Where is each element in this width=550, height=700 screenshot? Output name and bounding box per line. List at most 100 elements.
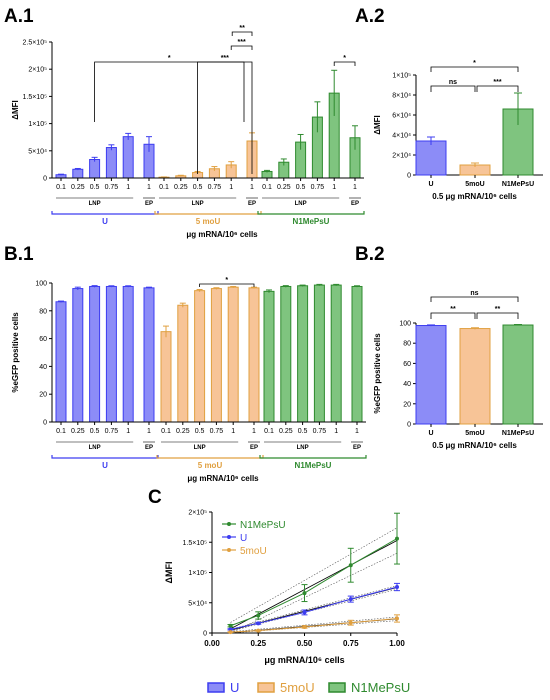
data-point (302, 591, 307, 596)
x-tick-label: 0.5 (195, 428, 205, 435)
c-xlabel: μg mRNA/10⁶ cells (264, 655, 344, 665)
group-label: U (102, 461, 108, 470)
x-tick-label: 0.25 (250, 639, 266, 648)
panel-label-b1: B.1 (4, 244, 34, 265)
sig-bracket-label: * (225, 277, 228, 284)
data-point (395, 536, 399, 541)
x-tick-label: 1 (250, 184, 254, 191)
legend-label: N1MePsU (351, 680, 410, 695)
x-tick-label: 0.1 (159, 184, 169, 191)
x-tick-label: 0.1 (56, 428, 66, 435)
x-tick-label: 0.1 (56, 184, 66, 191)
x-tick-label: N1MePsU (502, 181, 534, 188)
x-tick-label: 1 (355, 428, 359, 435)
chart-c: 0 5×10⁴ 1×10⁵ 1.5×10⁵ 2×10⁵ 0.00 0.25 0.50 0.75 1… (164, 510, 405, 666)
panel-label-a2: A.2 (355, 6, 385, 27)
legend-swatch (207, 682, 225, 693)
legend-swatch (328, 682, 346, 693)
bar (177, 304, 189, 423)
bar (502, 324, 534, 425)
sig-bracket-label: *** (238, 39, 246, 46)
sig-bracket (230, 45, 253, 50)
x-tick-label: 1 (334, 428, 338, 435)
lnp-label: LNP (295, 201, 307, 207)
chart-a1-ytick-label: 2.5×10⁵ (22, 40, 47, 47)
data-point (302, 624, 307, 629)
legend-marker (227, 535, 231, 539)
data-point (302, 610, 307, 615)
group-bracket (51, 211, 159, 215)
group-label: N1MePsU (295, 461, 332, 470)
chart-a2-ytick-label: 6×10⁴ (392, 113, 411, 120)
panel-label-c: C (148, 487, 162, 508)
chart-a1-ytick-label: 2×10⁵ (28, 67, 47, 74)
sig-bracket (476, 85, 519, 92)
x-tick-label: 0.00 (204, 639, 220, 648)
sig-bracket-label: ** (239, 25, 245, 32)
x-tick-label: 0.5 (90, 428, 100, 435)
lnp-label: LNP (89, 201, 101, 207)
x-tick-label: U (428, 430, 433, 437)
data-point (348, 563, 353, 568)
x-tick-label: 0.25 (176, 428, 190, 435)
sig-bracket (197, 61, 253, 174)
sig-bracket-label: *** (493, 79, 501, 86)
chart-b1-ylabel: %eGFP positive cells (11, 312, 20, 393)
sig-bracket (430, 85, 476, 92)
legend-label: U (230, 680, 239, 695)
chart-b2-ytick-label: 80 (403, 341, 411, 348)
data-point (256, 613, 261, 618)
lnp-label: LNP (192, 201, 204, 207)
bar (89, 159, 101, 179)
x-tick-label: 0.25 (71, 428, 85, 435)
group-bracket (259, 455, 367, 459)
sig-bracket-label: * (168, 55, 171, 62)
legend-label: U (240, 533, 247, 544)
x-tick-label: 0.50 (297, 639, 313, 648)
chart-a1-ylabel: ΔMFI (11, 100, 20, 120)
chart-a2: 0 2×10⁴ 4×10⁴ 6×10⁴ 8×10⁴ 1×10⁵ ΔMFI U 5moU N1MeP… (373, 60, 543, 201)
chart-b1-ytick-label: 40 (39, 364, 47, 371)
data-point (348, 597, 353, 602)
x-tick-label: 0.25 (279, 428, 293, 435)
sig-bracket (430, 296, 519, 302)
chart-a1: 0 5×10⁴ 1×10⁵ 1.5×10⁵ 2×10⁵ 2.5×10⁵ ΔMFI 0.1 0.2… (11, 25, 365, 239)
legend-label: 5moU (280, 680, 315, 695)
bar (415, 325, 447, 425)
bar (122, 285, 134, 423)
x-tick-label: 0.25 (277, 184, 291, 191)
bar (459, 328, 491, 425)
chart-b2-ytick-label: 60 (403, 361, 411, 368)
sig-bracket (476, 312, 519, 319)
panel-label-a1: A.1 (4, 6, 34, 27)
x-tick-label: 0.1 (161, 428, 171, 435)
data-point (348, 620, 353, 625)
group-bracket (51, 455, 159, 459)
group-label: N1MePsU (293, 217, 330, 226)
bar (89, 285, 101, 423)
x-tick-label: 1 (147, 428, 151, 435)
chart-b1-ytick-label: 100 (35, 281, 47, 288)
chart-b2-ytick-label: 100 (399, 321, 411, 328)
bar (55, 301, 67, 423)
bar (105, 285, 117, 423)
c-ylabel: ΔMFI (164, 562, 174, 584)
x-tick-label: 0.5 (90, 184, 100, 191)
lnp-label: LNP (297, 445, 309, 451)
bar (210, 288, 222, 423)
x-tick-label: 0.5 (298, 428, 308, 435)
bar (227, 286, 239, 423)
ep-label: EP (353, 445, 361, 451)
x-tick-label: 0.5 (296, 184, 306, 191)
x-tick-label: 1 (332, 184, 336, 191)
sig-bracket (333, 61, 356, 66)
group-label: U (102, 217, 108, 226)
legend-label: 5moU (240, 546, 267, 557)
bar (297, 285, 309, 423)
panel-label-b2: B.2 (355, 244, 385, 265)
chart-b2: 0 20 40 60 80 100 %eGFP positive cells U 5moU N1M… (373, 290, 543, 450)
c-ytick-label: 1.5×10⁵ (182, 540, 207, 547)
c-ytick-label: 1×10⁵ (188, 570, 207, 577)
x-tick-label: 0.75 (105, 428, 119, 435)
